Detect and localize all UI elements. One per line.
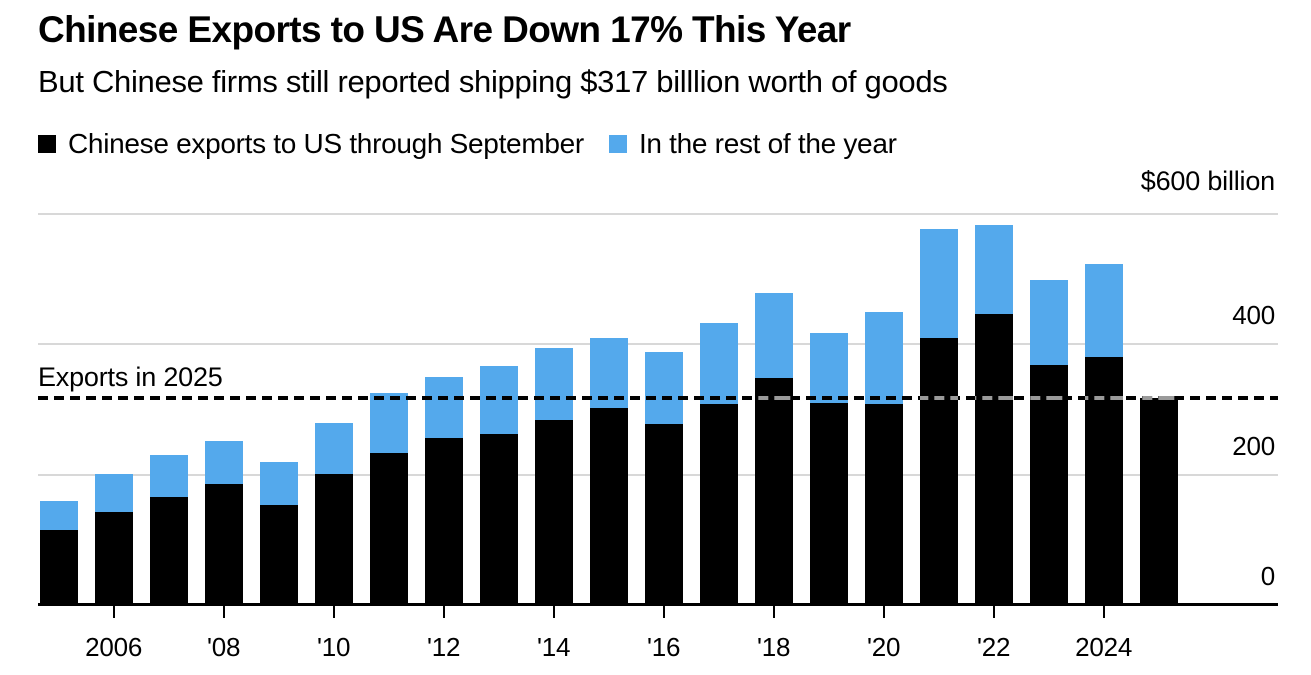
- y-axis-unit-label: $600 billion: [1140, 166, 1275, 196]
- x-tick-2016: [662, 605, 665, 618]
- bar-2006-through-september: [94, 512, 133, 605]
- legend-swatch-black: [38, 135, 56, 153]
- y-tick-label-200: 200: [1232, 430, 1275, 461]
- bar-2016-rest-of-year: [644, 351, 683, 424]
- bar-2012-rest-of-year: [424, 376, 463, 439]
- x-tick-label-2014: '14: [537, 632, 571, 662]
- bar-2019-through-september: [809, 402, 848, 605]
- bar-2021-rest-of-year: [919, 228, 958, 339]
- legend-label: In the rest of the year: [638, 128, 897, 159]
- bar-2006-rest-of-year: [94, 474, 133, 513]
- y-tick-label-0: 0: [1260, 561, 1275, 591]
- reference-line-over-bar-2021: [919, 396, 958, 401]
- x-tick-2008: [222, 605, 225, 618]
- reference-line-dashed: [38, 396, 1278, 401]
- reference-line-over-bar-2024: [1084, 396, 1123, 401]
- reference-line-over-bar-2023: [1029, 396, 1068, 401]
- bar-2005-rest-of-year: [39, 500, 78, 531]
- bar-2017-through-september: [699, 403, 738, 605]
- x-tick-label-2006: 2006: [85, 632, 143, 662]
- x-tick-label-2016: '16: [647, 632, 681, 662]
- bar-2014-rest-of-year: [534, 348, 573, 420]
- bar-2022-through-september: [974, 313, 1013, 605]
- bar-2015-through-september: [589, 408, 628, 605]
- bar-2021-through-september: [919, 338, 958, 605]
- x-tick-label-2024: 2024: [1075, 632, 1133, 662]
- x-tick-2022: [992, 605, 995, 618]
- bar-2018-through-september: [754, 378, 793, 605]
- x-tick-label-2020: '20: [867, 632, 901, 662]
- bar-2014-through-september: [534, 419, 573, 605]
- x-tick-label-2008: '08: [207, 632, 241, 662]
- bar-2007-through-september: [149, 496, 188, 605]
- bar-2008-through-september: [204, 483, 243, 605]
- bar-2011-through-september: [369, 453, 408, 605]
- plot-area: 400 200 0 2006 '08 '10 '12 '14 '16 '18 '20 '22 2024: [38, 213, 1278, 662]
- chart-subtitle: But Chinese firms still reported shippin…: [38, 64, 948, 99]
- bar-2017-rest-of-year: [699, 323, 738, 404]
- x-tick-label-2022: '22: [977, 632, 1011, 662]
- legend: Chinese exports to US through September …: [38, 128, 897, 160]
- x-tick-label-2018: '18: [757, 632, 791, 662]
- chart-title: Chinese Exports to US Are Down 17% This …: [38, 9, 851, 50]
- x-axis-line: [38, 603, 1278, 606]
- bar-2020-rest-of-year: [864, 311, 903, 405]
- bar-2020-through-september: [864, 404, 903, 605]
- x-tick-2020: [882, 605, 885, 618]
- x-tick-2024: [1102, 605, 1105, 618]
- bar-2025-through-september: [1139, 398, 1178, 605]
- reference-line-over-bar-2025: [1139, 396, 1178, 401]
- bar-2023-rest-of-year: [1029, 279, 1068, 366]
- x-tick-label-2012: '12: [427, 632, 461, 662]
- y-tick-label-400: 400: [1232, 300, 1275, 331]
- x-tick-2014: [552, 605, 555, 618]
- bar-2019-rest-of-year: [809, 333, 848, 403]
- x-tick-2006: [112, 605, 115, 618]
- bar-2024-rest-of-year: [1084, 263, 1123, 358]
- bar-2018-rest-of-year: [754, 292, 793, 379]
- gridline-600: [38, 213, 1278, 215]
- gridline-400: [38, 343, 1278, 346]
- x-tick-2010: [332, 605, 335, 618]
- legend-item-rest-of-year: In the rest of the year: [608, 128, 897, 160]
- bar-2010-rest-of-year: [314, 422, 353, 474]
- legend-label: Chinese exports to US through September: [68, 128, 584, 159]
- reference-line-label: Exports in 2025: [38, 362, 223, 392]
- bar-2016-through-september: [644, 423, 683, 605]
- legend-swatch-blue: [608, 135, 627, 153]
- reference-line-over-bar-2022: [974, 396, 1013, 401]
- bar-2009-rest-of-year: [259, 462, 298, 505]
- bar-2008-rest-of-year: [204, 441, 243, 484]
- bar-2023-through-september: [1029, 365, 1068, 605]
- bar-2024-through-september: [1084, 357, 1123, 605]
- bar-2007-rest-of-year: [149, 455, 188, 497]
- bar-2011-rest-of-year: [369, 393, 408, 454]
- reference-line-over-bar-2018: [754, 396, 793, 401]
- bar-2022-rest-of-year: [974, 225, 1013, 314]
- x-tick-label-2010: '10: [317, 632, 351, 662]
- bar-2010-through-september: [314, 474, 353, 605]
- bar-2012-through-september: [424, 438, 463, 605]
- bar-2009-through-september: [259, 504, 298, 605]
- legend-item-through-september: Chinese exports to US through September: [38, 128, 584, 160]
- x-tick-2018: [772, 605, 775, 618]
- bar-2005-through-september: [39, 530, 78, 605]
- x-tick-2012: [442, 605, 445, 618]
- bar-2013-through-september: [479, 433, 518, 605]
